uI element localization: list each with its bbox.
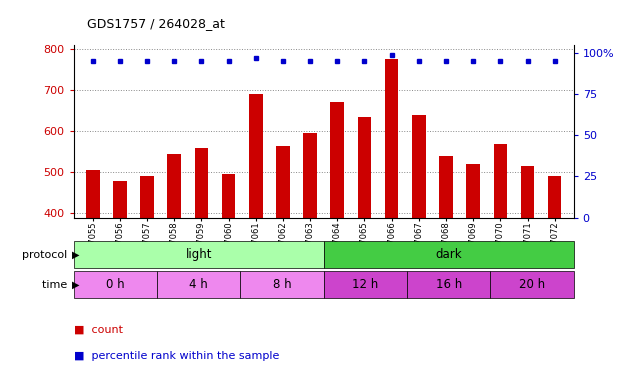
Bar <box>249 94 263 218</box>
Bar <box>490 271 574 298</box>
Text: light: light <box>185 248 212 261</box>
Bar <box>157 271 240 298</box>
Bar <box>358 117 371 218</box>
Bar <box>324 241 574 268</box>
Bar <box>548 176 562 218</box>
Bar <box>494 144 507 218</box>
Text: ■  count: ■ count <box>74 325 122 335</box>
Bar <box>140 176 154 218</box>
Text: 4 h: 4 h <box>189 278 208 291</box>
Bar <box>113 182 127 218</box>
Bar <box>324 271 407 298</box>
Bar <box>331 102 344 218</box>
Text: 16 h: 16 h <box>436 278 462 291</box>
Bar <box>407 271 490 298</box>
Text: 20 h: 20 h <box>519 278 545 291</box>
Text: GDS1757 / 264028_at: GDS1757 / 264028_at <box>87 17 224 30</box>
Text: ▶: ▶ <box>72 280 79 290</box>
Bar <box>195 148 208 217</box>
Text: ▶: ▶ <box>72 250 79 259</box>
Bar <box>520 166 535 218</box>
Bar <box>276 146 290 218</box>
Text: dark: dark <box>435 248 462 261</box>
Bar <box>167 154 181 218</box>
Bar <box>412 115 426 218</box>
Bar <box>74 241 324 268</box>
Bar <box>222 174 235 217</box>
Bar <box>439 156 453 218</box>
Text: 0 h: 0 h <box>106 278 125 291</box>
Text: protocol: protocol <box>22 250 71 259</box>
Bar <box>240 271 324 298</box>
Text: time: time <box>42 280 71 290</box>
Bar <box>385 59 399 217</box>
Text: ■  percentile rank within the sample: ■ percentile rank within the sample <box>74 351 279 361</box>
Bar <box>303 133 317 218</box>
Text: 8 h: 8 h <box>272 278 292 291</box>
Text: 12 h: 12 h <box>353 278 378 291</box>
Bar <box>86 170 99 217</box>
Bar <box>74 271 157 298</box>
Bar <box>467 164 480 218</box>
